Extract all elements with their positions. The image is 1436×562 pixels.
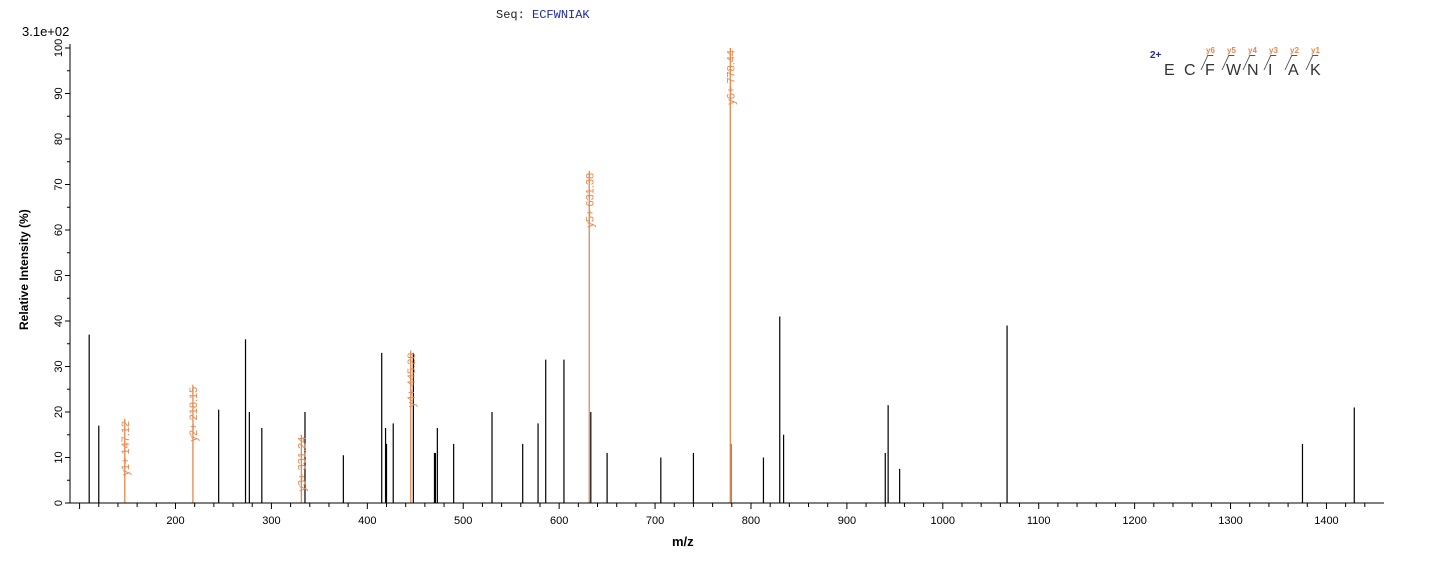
y-ion-label: y3 [1269,46,1278,55]
residue: K [1310,62,1321,79]
residue: F [1205,62,1215,79]
peak-label: y2+ 218.15 [188,387,200,442]
residue: N [1247,62,1259,79]
x-tick-label: 300 [262,515,280,527]
y-tick-label: 20 [53,406,65,418]
peak-label: y3+ 331.24 [296,437,308,492]
residue: E [1164,62,1175,79]
peak-label: y6+ 778.44 [725,50,737,105]
x-tick-label: 1000 [931,515,955,527]
sequence-header: Seq: ECFWNIAK [496,8,590,22]
x-tick-label: 700 [646,515,664,527]
x-tick-label: 1100 [1027,515,1051,527]
residue: I [1268,62,1273,79]
x-tick-label: 800 [742,515,760,527]
y-tick-label: 80 [53,133,65,145]
y-tick-label: 10 [53,451,65,463]
x-tick-label: 500 [454,515,472,527]
peak-label: y1+ 147.12 [120,421,132,476]
sequence-value: ECFWNIAK [532,8,590,22]
y-ion-label: y4 [1248,46,1257,55]
y-tick-label: 90 [53,87,65,99]
x-tick-label: 1400 [1314,515,1338,527]
y-tick-label: 70 [53,178,65,190]
x-tick-label: 400 [358,515,376,527]
y-tick-label: 100 [53,39,65,57]
y-axis-label: Relative Intensity (%) [17,209,31,330]
y-tick-label: 40 [53,315,65,327]
charge-state: 2+ [1150,50,1162,61]
x-axis-label: m/z [672,534,694,549]
residue: C [1184,62,1196,79]
x-tick-label: 1200 [1122,515,1146,527]
x-tick-label: 200 [166,515,184,527]
y-ion-label: y1 [1311,46,1320,55]
y-tick-label: 60 [53,224,65,236]
y-tick-label: 30 [53,360,65,372]
y-ion-label: y6 [1206,46,1215,55]
y-ion-label: y2 [1290,46,1299,55]
x-tick-label: 900 [838,515,856,527]
peak-label: y5+ 631.38 [584,173,596,228]
y-ion-label: y5 [1227,46,1236,55]
y-tick-label: 0 [53,500,65,506]
intensity-scale-label: 3.1e+02 [22,24,70,39]
fragment-bracket [1263,55,1277,70]
residue: A [1288,62,1299,79]
peak-label: y4+ 445.28 [406,353,418,408]
y-tick-label: 50 [53,269,65,281]
residue: W [1226,62,1242,79]
x-tick-label: 600 [550,515,568,527]
sequence-label: Seq: [496,8,525,22]
x-tick-label: 1300 [1218,515,1242,527]
